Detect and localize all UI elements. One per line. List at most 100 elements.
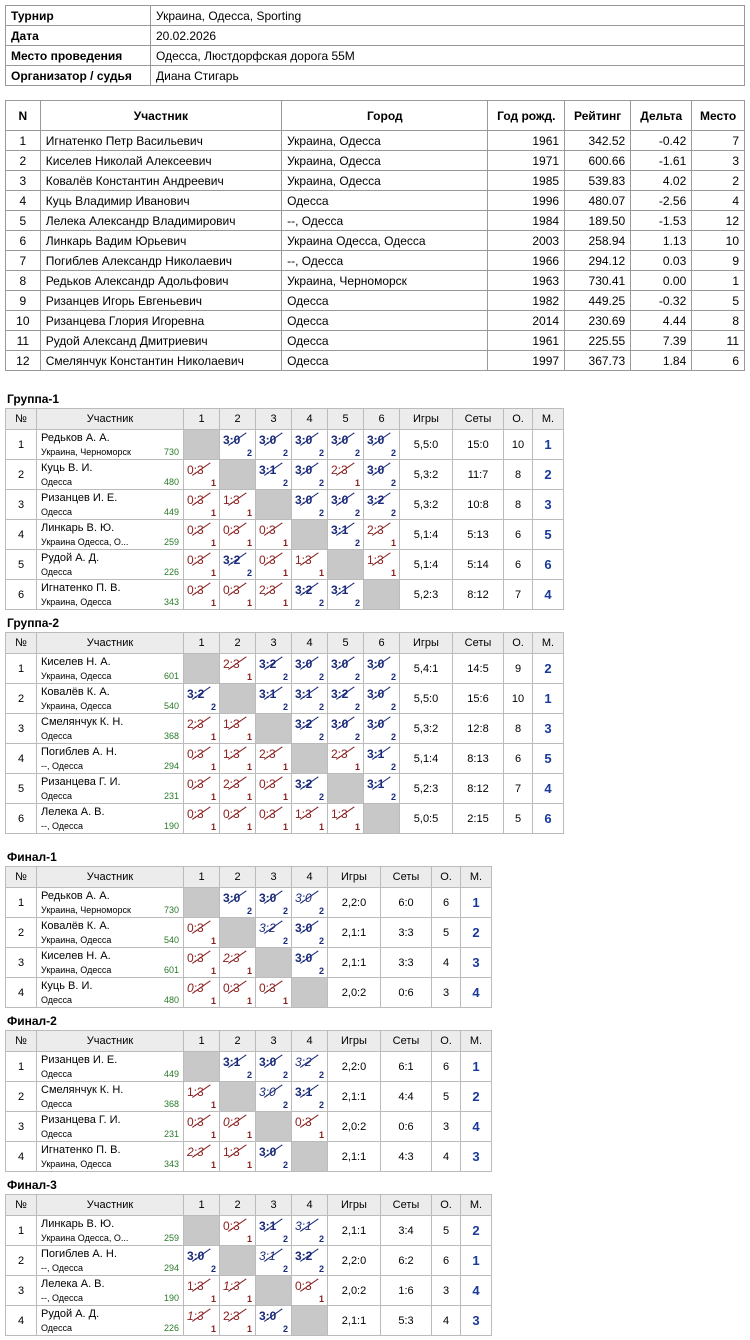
player: Ризанцев И. Е. Одесса 449 bbox=[36, 1051, 184, 1082]
games: 2,1:1 bbox=[327, 1081, 381, 1112]
column-header: 3 bbox=[255, 408, 292, 430]
player-name: Рудой А. Д. bbox=[41, 552, 100, 564]
score: 1:3 bbox=[223, 493, 240, 507]
group-row: 4 Рудой А. Д. Одесса 226 1:3 1 2:3 1 3:0 2 2,1:1 5:… bbox=[5, 1305, 492, 1336]
cell: Линкарь Вадим Юрьевич bbox=[39, 230, 283, 251]
match-points: 1 bbox=[210, 792, 216, 802]
score: 0:3 bbox=[259, 523, 276, 537]
info-table: Турнир Украина, Одесса, Sporting Дата 20.02… bbox=[5, 5, 745, 86]
match-points: 1 bbox=[390, 538, 396, 548]
group-row: 5 Рудой А. Д. Одесса 226 0:3 1 3:2 2 0:3 1 1:3 1 1:3… bbox=[5, 549, 564, 580]
score: 3:0 bbox=[295, 433, 313, 447]
score: 0:3 bbox=[259, 777, 276, 791]
cell: Ризанцева Глория Игоревна bbox=[39, 310, 283, 331]
player-rating: 368 bbox=[163, 731, 179, 741]
result-cell: 3:2 2 bbox=[291, 579, 328, 610]
score: 3:0 bbox=[367, 717, 385, 731]
result-cell: 0:3 1 bbox=[183, 549, 220, 580]
place: 5 bbox=[532, 519, 564, 550]
column-header: 5 bbox=[327, 632, 364, 654]
place: 1 bbox=[460, 1245, 492, 1276]
score: 3:0 bbox=[295, 951, 313, 965]
player-rating: 190 bbox=[163, 1293, 179, 1303]
column-header: 1 bbox=[183, 1194, 220, 1216]
games: 5,3:2 bbox=[399, 459, 453, 490]
score: 3:0 bbox=[223, 433, 241, 447]
games: 2,2:0 bbox=[327, 1051, 381, 1082]
result-cell: 1:3 1 bbox=[183, 1081, 220, 1112]
match-points: 2 bbox=[318, 732, 324, 742]
group-row: 1 Редьков А. А. Украина, Черноморск 730 3:0 2… bbox=[5, 887, 492, 918]
result-cell: 3:2 2 bbox=[291, 713, 328, 744]
player-name: Линкарь В. Ю. bbox=[41, 522, 115, 534]
sets: 8:12 bbox=[452, 579, 504, 610]
place: 3 bbox=[460, 1141, 492, 1172]
match-points: 1 bbox=[282, 568, 288, 578]
match-points: 2 bbox=[318, 702, 324, 712]
column-header: Рейтинг bbox=[564, 100, 632, 131]
info-row: Место проведения Одесса, Люстдорфская дор… bbox=[5, 45, 745, 66]
score: 3:0 bbox=[331, 433, 349, 447]
sets: 8:12 bbox=[452, 773, 504, 804]
player-city: --, Одесса bbox=[41, 1293, 84, 1303]
result-cell: 0:3 1 bbox=[183, 579, 220, 610]
games: 2,2:0 bbox=[327, 1245, 381, 1276]
points: 10 bbox=[503, 429, 533, 460]
result-cell bbox=[219, 1245, 256, 1276]
player-city: Одесса bbox=[41, 567, 73, 577]
number: 2 bbox=[5, 1245, 37, 1276]
points: 6 bbox=[503, 519, 533, 550]
result-cell: 1:3 1 bbox=[363, 549, 400, 580]
column-header: № bbox=[5, 1030, 37, 1052]
participant-row: 12 Смелянчук Константин Николаевич Одесса 1… bbox=[5, 350, 745, 371]
player-city: Одесса bbox=[41, 791, 73, 801]
points: 8 bbox=[503, 713, 533, 744]
match-points: 1 bbox=[354, 762, 360, 772]
place: 3 bbox=[532, 489, 564, 520]
column-header: М. bbox=[460, 866, 492, 888]
result-cell bbox=[183, 1051, 220, 1082]
column-header: Город bbox=[281, 100, 489, 131]
score: 2:3 bbox=[331, 747, 348, 761]
player: Игнатенко П. В. Украина, Одесса 343 bbox=[36, 1141, 184, 1172]
match-points: 1 bbox=[246, 1324, 252, 1334]
score: 3:0 bbox=[367, 433, 385, 447]
place: 3 bbox=[460, 1305, 492, 1336]
result-cell: 1:3 1 bbox=[291, 803, 328, 834]
participant-row: 11 Рудой Александ Дмитриевич Одесса 1961 225… bbox=[5, 330, 745, 351]
score: 3:0 bbox=[187, 1249, 205, 1263]
result-cell bbox=[183, 653, 220, 684]
number: 2 bbox=[5, 1081, 37, 1112]
column-header: Сеты bbox=[452, 408, 504, 430]
group-row: 3 Киселев Н. А. Украина, Одесса 601 0:3 1 2:3 1… bbox=[5, 947, 492, 978]
number: 4 bbox=[5, 977, 37, 1008]
cell: 11 bbox=[5, 330, 41, 351]
cell: Лелека Александр Владимирович bbox=[39, 210, 283, 231]
points: 8 bbox=[503, 489, 533, 520]
score: 3:0 bbox=[367, 463, 385, 477]
score: 3:2 bbox=[295, 717, 313, 731]
score: 3:0 bbox=[295, 493, 313, 507]
column-header: 2 bbox=[219, 1194, 256, 1216]
match-points: 2 bbox=[246, 1070, 252, 1080]
points: 5 bbox=[431, 1215, 461, 1246]
player-city: Украина, Одесса bbox=[41, 701, 112, 711]
player-city: Одесса bbox=[41, 1099, 73, 1109]
info-value: Диана Стигарь bbox=[150, 65, 745, 86]
match-points: 2 bbox=[210, 1264, 216, 1274]
participant-row: 7 Погиблев Александр Николаевич --, Одесса… bbox=[5, 250, 745, 271]
player: Редьков А. А. Украина, Черноморск 730 bbox=[36, 887, 184, 918]
match-points: 2 bbox=[354, 672, 360, 682]
match-points: 2 bbox=[318, 792, 324, 802]
score: 0:3 bbox=[259, 807, 276, 821]
games: 2,1:1 bbox=[327, 1141, 381, 1172]
player-rating: 259 bbox=[163, 537, 179, 547]
group-row: 6 Лелека А. В. --, Одесса 190 0:3 1 0:3 1 0:3 1 1:… bbox=[5, 803, 564, 834]
result-cell: 0:3 1 bbox=[183, 519, 220, 550]
cell: 225.55 bbox=[564, 330, 632, 351]
player-name: Рудой А. Д. bbox=[41, 1308, 100, 1320]
cell: 0.00 bbox=[630, 270, 693, 291]
points: 5 bbox=[431, 917, 461, 948]
player-city: Украина, Одесса bbox=[41, 1159, 112, 1169]
group-row: 2 Ковалёв К. А. Украина, Одесса 540 0:3 1 3:2 2… bbox=[5, 917, 492, 948]
